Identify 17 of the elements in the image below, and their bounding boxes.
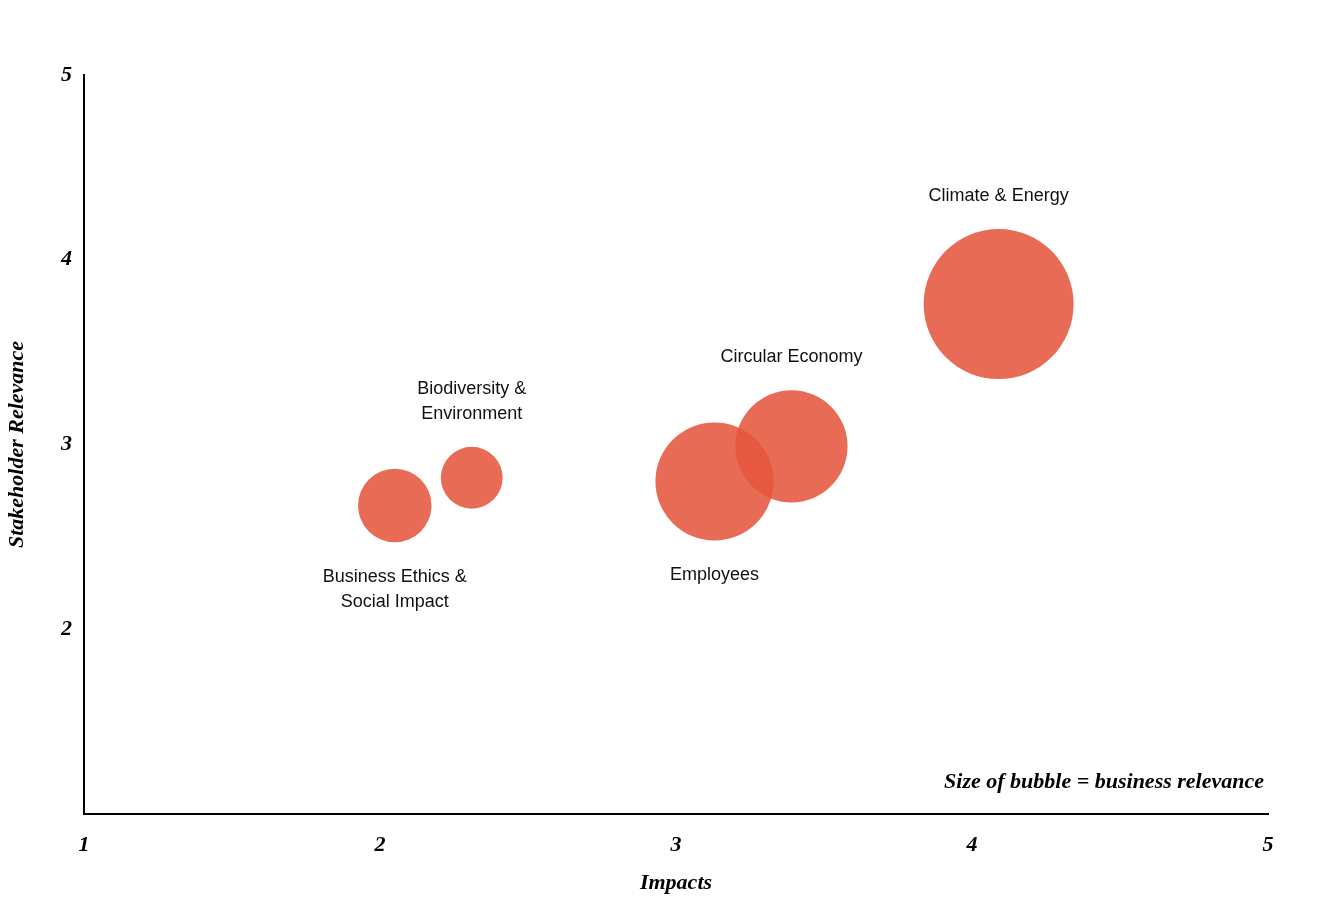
- x-tick-label: 2: [373, 830, 386, 856]
- series-label: Circular Economy: [720, 346, 863, 367]
- text: Biodiversity & Environment: [417, 377, 527, 423]
- series-label: Climate & Energy: [928, 185, 1069, 206]
- x-tick-label: 5: [1262, 830, 1274, 856]
- annotation: Size of bubble = business relevance: [944, 767, 1265, 793]
- y-tick-label: 4: [60, 245, 72, 271]
- series-label: Employees: [669, 564, 759, 585]
- y-tick-label: 2: [60, 614, 72, 640]
- x-tick-label: 4: [965, 830, 978, 856]
- x-tick-label: 1: [78, 830, 90, 856]
- text: Business Ethics & Social Impact: [322, 566, 467, 612]
- y-axis-title: Stakeholder Relevance: [2, 340, 28, 549]
- x-tick-label: 3: [669, 830, 682, 856]
- y-tick-label: 3: [60, 430, 72, 456]
- x-axis-title: Impacts: [638, 869, 713, 895]
- y-tick-label: 5: [61, 60, 72, 86]
